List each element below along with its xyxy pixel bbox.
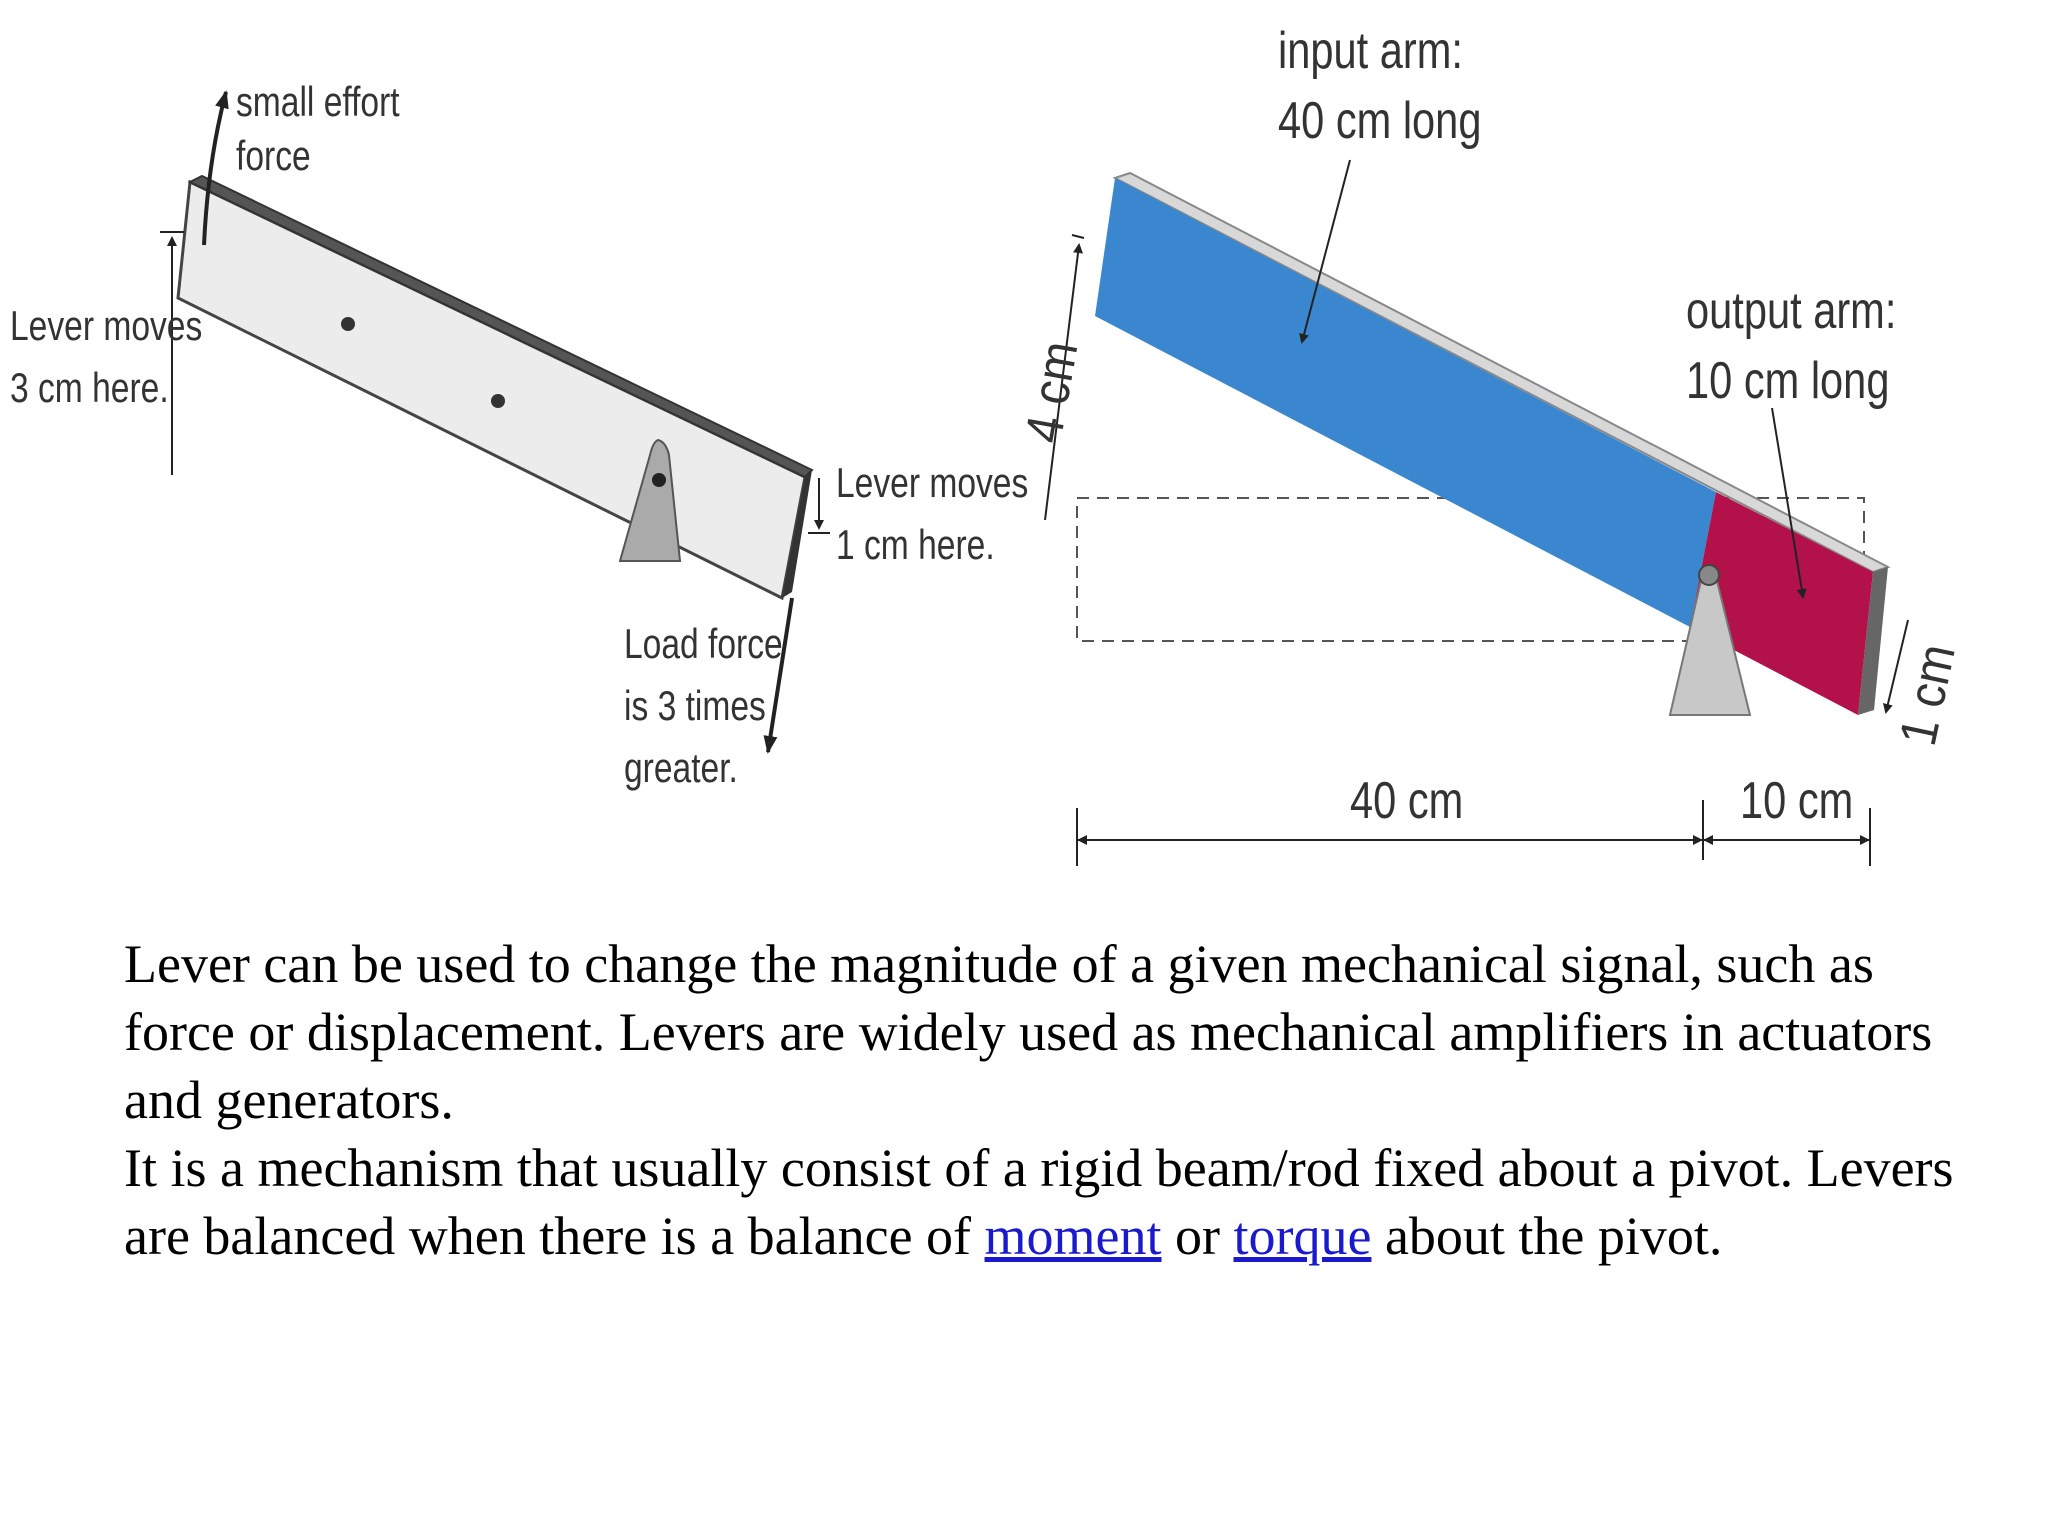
output-arm-label: output arm: 10 cm long <box>1686 281 1908 410</box>
input-height-label: 4 cm <box>1014 337 1089 447</box>
input-move-label: Lever moves 3 cm here. <box>10 304 212 412</box>
input-arm-label: input arm: 40 cm long <box>1278 21 1481 150</box>
input-height-tick <box>1071 234 1085 239</box>
left-lever-beam-end <box>782 470 812 598</box>
lever-diagrams: small effort force Lever moves 3 cm here… <box>10 21 1966 866</box>
left-beam-dot <box>491 394 505 408</box>
description-text: Lever can be used to change the magnitud… <box>124 930 1984 1270</box>
effort-label: small effort force <box>236 80 409 180</box>
left-beam-dot <box>341 317 355 331</box>
output-arm-leader <box>1771 407 1807 599</box>
right-pivot-pin <box>1698 564 1720 586</box>
output-arm <box>1690 492 1873 715</box>
input-length-label: 40 cm <box>1350 771 1463 830</box>
effort-arrow <box>202 90 229 246</box>
level-reference-box <box>1076 497 1865 642</box>
left-lever-beam <box>176 179 807 601</box>
left-lever-diagram: small effort force Lever moves 3 cm here… <box>10 80 1038 792</box>
left-pivot-pin <box>652 473 666 487</box>
left-pivot <box>618 438 682 562</box>
load-label: Load force is 3 times greater. <box>624 622 792 792</box>
input-height-dim <box>1044 243 1083 521</box>
description-paragraph-2: It is a mechanism that usually consist o… <box>124 1138 1954 1266</box>
right-lever-diagram: 4 cm 1 cm input arm: 40 cm long output a… <box>1014 21 1966 866</box>
input-arm-leader <box>1299 159 1351 344</box>
input-arm <box>1095 178 1716 627</box>
output-height-dim <box>1882 619 1909 714</box>
torque-link[interactable]: torque <box>1233 1206 1372 1266</box>
description-paragraph-1: Lever can be used to change the magnitud… <box>124 934 1933 1130</box>
moment-link[interactable]: moment <box>984 1206 1162 1266</box>
right-beam-end-face <box>1858 567 1888 715</box>
load-arrow <box>763 597 794 754</box>
output-length-label: 10 cm <box>1740 771 1853 830</box>
output-move-label: Lever moves 1 cm here. <box>836 461 1038 569</box>
